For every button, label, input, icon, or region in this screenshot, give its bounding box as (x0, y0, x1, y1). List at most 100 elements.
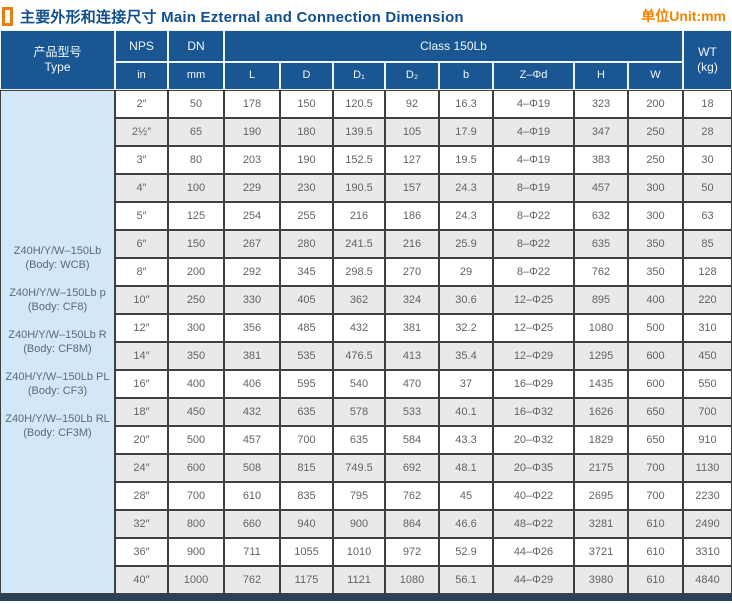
table-cell: 1626 (574, 398, 628, 426)
table-cell: 125 (168, 202, 224, 230)
table-cell: 500 (628, 314, 683, 342)
table-cell: 350 (628, 258, 683, 286)
header-class-150lb: Class 150Lb (224, 30, 683, 62)
table-cell: 610 (628, 510, 683, 538)
table-cell: 230 (280, 174, 333, 202)
table-cell: 105 (385, 118, 439, 146)
table-cell: 80 (168, 146, 224, 174)
table-cell: 595 (280, 370, 333, 398)
table-cell: 356 (224, 314, 280, 342)
table-cell: 835 (280, 482, 333, 510)
table-cell: 8″ (115, 258, 168, 286)
table-cell: 350 (168, 342, 224, 370)
product-type-entry: Z40H/Y/W–150Lb (Body: WCB) (14, 244, 101, 272)
header-wt: WT (kg) (683, 30, 732, 90)
table-cell: 1080 (574, 314, 628, 342)
table-cell: 476.5 (333, 342, 385, 370)
table-cell: 2230 (683, 482, 732, 510)
table-cell: 20–Φ32 (493, 426, 574, 454)
table-cell: 152.5 (333, 146, 385, 174)
table-cell: 1295 (574, 342, 628, 370)
table-cell: 700 (168, 482, 224, 510)
table-cell: 12–Φ25 (493, 314, 574, 342)
table-cell: 12–Φ25 (493, 286, 574, 314)
table-cell: 40″ (115, 566, 168, 594)
table-cell: 700 (683, 398, 732, 426)
table-cell: 485 (280, 314, 333, 342)
header-wt-line1: WT (698, 45, 717, 59)
table-cell: 180 (280, 118, 333, 146)
table-cell: 16–Φ32 (493, 398, 574, 426)
table-cell: 550 (683, 370, 732, 398)
table-cell: 14″ (115, 342, 168, 370)
table-cell: 762 (574, 258, 628, 286)
table-cell: 600 (168, 454, 224, 482)
table-cell: 310 (683, 314, 732, 342)
table-cell: 43.3 (439, 426, 493, 454)
table-cell: 270 (385, 258, 439, 286)
table-cell: 20″ (115, 426, 168, 454)
table-cell: 1121 (333, 566, 385, 594)
table-cell: 533 (385, 398, 439, 426)
table-cell: 650 (628, 426, 683, 454)
table-cell: 255 (280, 202, 333, 230)
table-cell: 610 (628, 566, 683, 594)
table-cell: 406 (224, 370, 280, 398)
table-cell: 1055 (280, 538, 333, 566)
table-cell: 972 (385, 538, 439, 566)
table-cell: 120.5 (333, 90, 385, 118)
table-cell: 540 (333, 370, 385, 398)
header-nps-unit: in (115, 62, 168, 90)
table-cell: 900 (333, 510, 385, 538)
table-cell: 610 (628, 538, 683, 566)
table-cell: 4–Φ19 (493, 118, 574, 146)
table-cell: 100 (168, 174, 224, 202)
table-cell: 383 (574, 146, 628, 174)
table-cell: 4″ (115, 174, 168, 202)
table-cell: 2″ (115, 90, 168, 118)
table-cell: 700 (628, 482, 683, 510)
table-cell: 17.9 (439, 118, 493, 146)
table-cell: 203 (224, 146, 280, 174)
table-cell: 795 (333, 482, 385, 510)
table-cell: 220 (683, 286, 732, 314)
product-type-entry: Z40H/Y/W–150Lb R (Body: CF8M) (8, 328, 106, 356)
table-bottom-bar (0, 594, 732, 601)
table-cell: 216 (333, 202, 385, 230)
table-cell: 128 (683, 258, 732, 286)
table-cell: 300 (628, 174, 683, 202)
table-cell: 3281 (574, 510, 628, 538)
table-cell: 3310 (683, 538, 732, 566)
table-cell: 12″ (115, 314, 168, 342)
table-cell: 44–Φ26 (493, 538, 574, 566)
table-cell: 16.3 (439, 90, 493, 118)
table-cell: 508 (224, 454, 280, 482)
table-cell: 413 (385, 342, 439, 370)
type-model: Z40H/Y/W–150Lb (13, 244, 102, 257)
table-cell: 186 (385, 202, 439, 230)
table-cell: 229 (224, 174, 280, 202)
table-cell: 19.5 (439, 146, 493, 174)
table-cell: 250 (168, 286, 224, 314)
table-cell: 200 (168, 258, 224, 286)
table-cell: 650 (628, 398, 683, 426)
table-cell: 44–Φ29 (493, 566, 574, 594)
table-cell: 711 (224, 538, 280, 566)
table-cell: 635 (333, 426, 385, 454)
table-cell: 178 (224, 90, 280, 118)
product-type-entry: Z40H/Y/W–150Lb p (Body: CF8) (9, 286, 106, 314)
table-cell: 65 (168, 118, 224, 146)
table-cell: 345 (280, 258, 333, 286)
table-cell: 85 (683, 230, 732, 258)
table-cell: 2490 (683, 510, 732, 538)
table-cell: 3980 (574, 566, 628, 594)
table-cell: 500 (168, 426, 224, 454)
table-cell: 10″ (115, 286, 168, 314)
table-cell: 50 (683, 174, 732, 202)
table-cell: 815 (280, 454, 333, 482)
table-cell: 400 (168, 370, 224, 398)
table-cell: 20–Φ35 (493, 454, 574, 482)
type-body-material: (Body: WCB) (25, 258, 90, 271)
table-cell: 1130 (683, 454, 732, 482)
table-cell: 190 (280, 146, 333, 174)
